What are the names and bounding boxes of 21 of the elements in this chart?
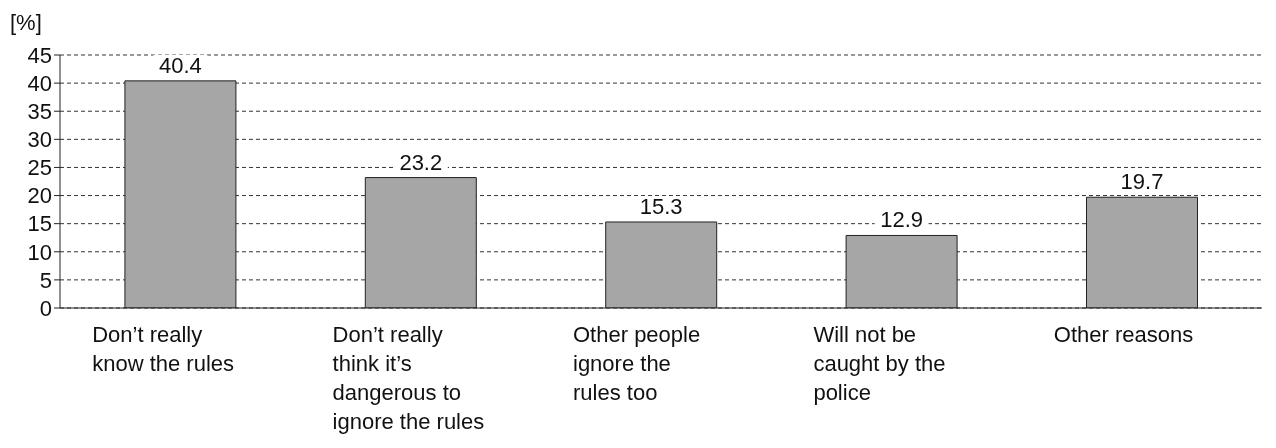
x-tick-label: Don’t really know the rules [92, 322, 235, 376]
y-tick-label: 20 [27, 183, 52, 209]
x-tick-label: Will not be caught by the police [813, 322, 946, 405]
x-tick-label: Other people ignore the rules too [573, 322, 701, 405]
data-label: 12.9 [880, 207, 924, 233]
data-label: 15.3 [639, 193, 683, 219]
data-label: 23.2 [399, 149, 443, 175]
x-tick-label: Don’t really think it’s dangerous to ignore the rules [332, 322, 485, 434]
y-tick-label: 35 [27, 99, 52, 125]
y-tick-label: 45 [27, 42, 52, 68]
y-tick-label: 10 [27, 239, 52, 265]
y-tick-label: 30 [27, 127, 52, 153]
y-tick-label: 5 [39, 267, 52, 293]
y-tick-label: 0 [39, 295, 52, 321]
x-tick-label: Other reasons [1053, 322, 1194, 347]
y-tick-label: 40 [27, 70, 52, 96]
data-label: 19.7 [1120, 169, 1164, 195]
y-axis-title: [%] [10, 10, 42, 36]
y-tick-label: 25 [27, 155, 52, 181]
data-label: 40.4 [158, 52, 202, 78]
y-tick-label: 15 [27, 211, 52, 237]
